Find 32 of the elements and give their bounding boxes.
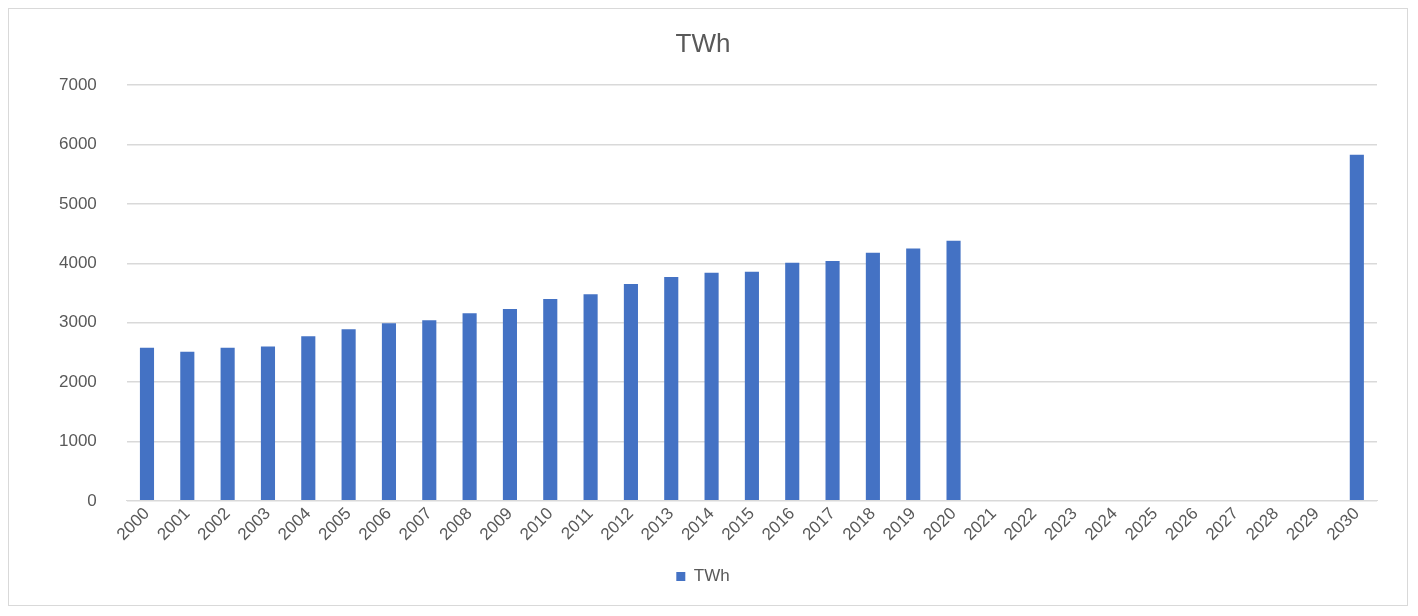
bar (946, 240, 961, 501)
y-tick-label: 3000 (58, 312, 97, 332)
chart-title: TWh (675, 27, 731, 58)
bar (664, 276, 679, 501)
bar (1349, 154, 1364, 501)
bar (341, 329, 356, 501)
bar (502, 309, 517, 501)
y-tick-label: 0 (87, 490, 97, 510)
bar (623, 284, 638, 501)
bar (865, 252, 880, 501)
bar (906, 248, 921, 501)
bar (381, 323, 397, 501)
y-tick-label: 4000 (58, 253, 97, 273)
bar (583, 294, 598, 501)
bar (260, 346, 276, 501)
y-tick-label: 1000 (58, 431, 97, 451)
bar (744, 271, 759, 501)
bar (704, 272, 719, 501)
bar (825, 260, 840, 501)
bar (180, 351, 195, 501)
bar (139, 347, 155, 501)
legend-label: TWh (693, 566, 730, 586)
y-tick-label: 2000 (58, 371, 97, 391)
y-tick-label: 6000 (58, 134, 97, 154)
bar (422, 320, 437, 501)
bar (301, 336, 316, 501)
bar (220, 347, 235, 501)
bar (785, 262, 800, 501)
bar (462, 313, 477, 501)
y-tick-label: 7000 (58, 74, 97, 94)
y-tick-label: 5000 (58, 193, 97, 213)
bar (543, 298, 558, 501)
